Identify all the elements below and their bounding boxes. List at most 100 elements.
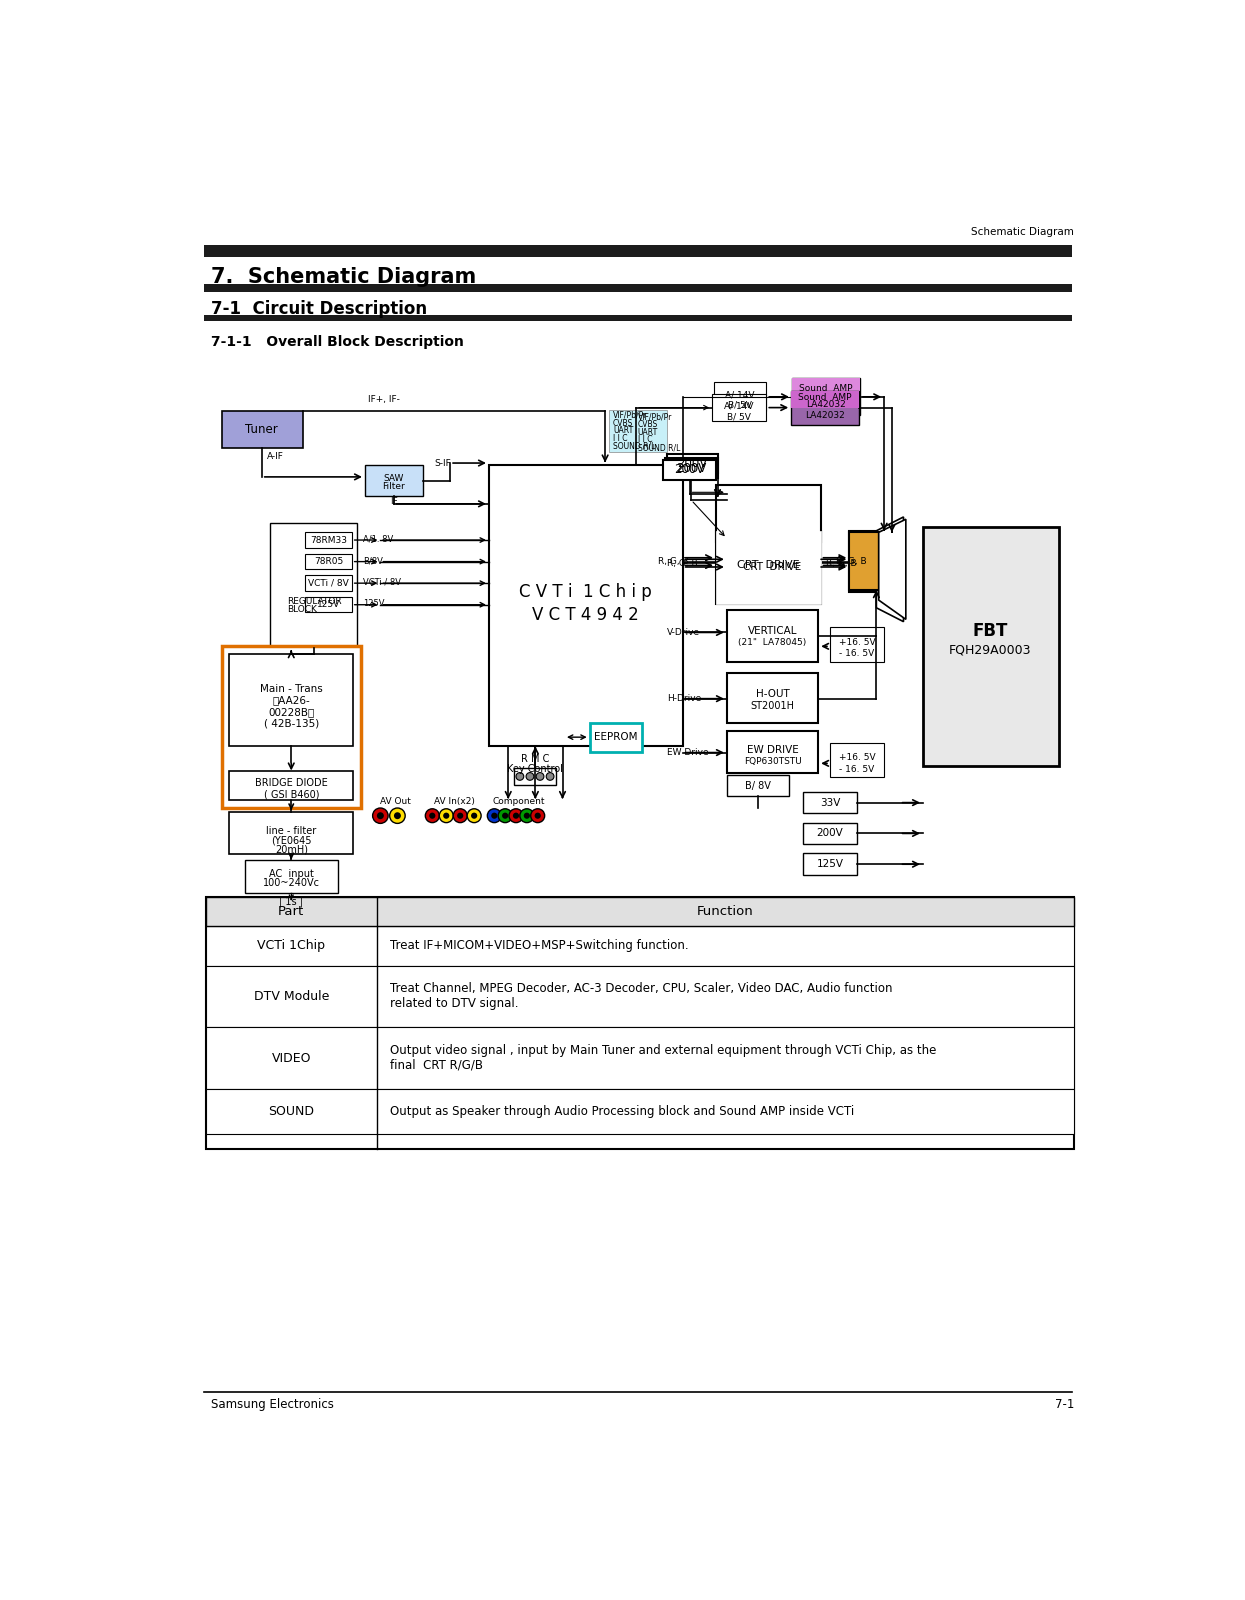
- Text: Sound  AMP: Sound AMP: [798, 394, 852, 402]
- Bar: [792, 378, 860, 416]
- Circle shape: [393, 813, 401, 819]
- Text: VIF/Pb/Pr: VIF/Pb/Pr: [637, 413, 672, 421]
- Bar: [205, 926, 1074, 966]
- Text: | 1s |: | 1s |: [279, 896, 304, 907]
- Text: 00228B）: 00228B）: [268, 707, 315, 717]
- Text: IF+, IF-: IF+, IF-: [369, 395, 400, 405]
- Bar: [667, 454, 717, 474]
- Text: 7.  Schematic Diagram: 7. Schematic Diagram: [212, 267, 477, 286]
- Text: VIDEO: VIDEO: [271, 1051, 311, 1064]
- Bar: [665, 459, 717, 478]
- Text: V C T 4 9 4 2: V C T 4 9 4 2: [533, 606, 639, 624]
- Bar: [514, 768, 557, 786]
- Text: REGULATOR: REGULATOR: [288, 597, 342, 606]
- Text: CRT  DRIVE: CRT DRIVE: [737, 560, 799, 571]
- Text: R, G, B: R, G, B: [657, 557, 688, 566]
- Circle shape: [502, 813, 508, 819]
- Text: VCTi / 8V: VCTi / 8V: [364, 578, 401, 587]
- Text: Schematic Diagram: Schematic Diagram: [971, 227, 1074, 237]
- Polygon shape: [879, 520, 906, 619]
- Text: UART: UART: [637, 427, 657, 437]
- Text: Part: Part: [278, 904, 304, 918]
- Bar: [849, 531, 876, 592]
- Text: 78RM33: 78RM33: [310, 536, 347, 544]
- Text: B/ 8V: B/ 8V: [745, 781, 771, 790]
- Text: VCTi / 8V: VCTi / 8V: [308, 579, 349, 587]
- Bar: [204, 285, 1072, 293]
- Text: LA42032: LA42032: [806, 400, 845, 410]
- Text: Function: Function: [697, 904, 753, 918]
- Bar: [713, 382, 767, 411]
- Text: B/8V: B/8V: [364, 557, 383, 565]
- Text: 33V: 33V: [819, 798, 840, 808]
- Text: AV In(x2): AV In(x2): [433, 797, 474, 806]
- Text: BRIDGE DIODE: BRIDGE DIODE: [255, 778, 327, 789]
- Text: +16. 5V: +16. 5V: [839, 754, 875, 763]
- Circle shape: [453, 808, 467, 822]
- Text: S-IF: S-IF: [435, 459, 452, 467]
- Text: AV Out: AV Out: [381, 797, 411, 806]
- Text: ( 42B-135): ( 42B-135): [264, 718, 319, 728]
- Text: LA42032: LA42032: [806, 411, 845, 419]
- Bar: [664, 459, 716, 480]
- Text: UART: UART: [613, 426, 634, 435]
- Circle shape: [534, 813, 540, 819]
- Text: 125V: 125V: [817, 859, 843, 869]
- Text: R, G, B: R, G, B: [667, 558, 697, 568]
- Text: 200V: 200V: [675, 464, 705, 477]
- Text: ST2001H: ST2001H: [751, 701, 794, 710]
- Text: Samsung Electronics: Samsung Electronics: [212, 1398, 335, 1411]
- Bar: [305, 576, 351, 590]
- Text: FBT: FBT: [972, 622, 1008, 640]
- Circle shape: [457, 813, 463, 819]
- Bar: [204, 245, 1072, 258]
- Bar: [716, 531, 820, 603]
- Circle shape: [487, 808, 502, 822]
- Bar: [305, 533, 351, 547]
- Text: CVBS: CVBS: [613, 419, 634, 427]
- Text: B/ 5V: B/ 5V: [727, 413, 751, 421]
- Text: related to DTV signal.: related to DTV signal.: [391, 997, 519, 1010]
- Text: Main - Trans: Main - Trans: [260, 683, 322, 694]
- Bar: [803, 822, 857, 845]
- Circle shape: [492, 813, 498, 819]
- Text: 7-1: 7-1: [1055, 1398, 1074, 1411]
- Text: B/ 5V: B/ 5V: [728, 400, 752, 410]
- Text: AC  input: AC input: [269, 869, 314, 880]
- Bar: [205, 896, 1074, 926]
- Circle shape: [377, 813, 383, 819]
- Circle shape: [467, 808, 481, 822]
- Circle shape: [524, 813, 530, 819]
- Text: I I C: I I C: [637, 435, 652, 445]
- Text: Component: Component: [492, 797, 544, 806]
- Text: （AA26-: （AA26-: [273, 694, 310, 706]
- Text: 200V: 200V: [817, 829, 843, 838]
- Text: (YE0645: (YE0645: [271, 835, 311, 845]
- Text: 100~240Vc: 100~240Vc: [263, 878, 320, 888]
- Text: R, G, B: R, G, B: [837, 557, 867, 566]
- Text: Treat IF+MICOM+VIDEO+MSP+Switching function.: Treat IF+MICOM+VIDEO+MSP+Switching funct…: [391, 939, 688, 952]
- Text: Key Control: Key Control: [508, 763, 563, 774]
- Bar: [830, 742, 884, 778]
- Text: CVBS: CVBS: [637, 421, 657, 429]
- Text: (21"  LA78045): (21" LA78045): [738, 638, 807, 646]
- Text: I I C: I I C: [613, 434, 627, 443]
- Bar: [849, 533, 879, 590]
- Text: 200V: 200V: [677, 458, 707, 470]
- Bar: [229, 811, 354, 854]
- Bar: [222, 411, 303, 448]
- Bar: [229, 654, 354, 746]
- Text: FQH29A0003: FQH29A0003: [949, 643, 1032, 656]
- Text: SOUND R/L: SOUND R/L: [637, 443, 680, 453]
- Text: VIF/Pb/Pr: VIF/Pb/Pr: [613, 411, 647, 419]
- Circle shape: [509, 808, 523, 822]
- Polygon shape: [876, 517, 904, 622]
- Text: SOUND R/L: SOUND R/L: [613, 442, 655, 451]
- Text: Filter: Filter: [382, 482, 405, 491]
- Text: H-OUT: H-OUT: [756, 690, 789, 699]
- Text: VCTi 1Chip: VCTi 1Chip: [258, 939, 325, 952]
- Text: Tuner: Tuner: [245, 422, 278, 435]
- Bar: [792, 378, 860, 397]
- Bar: [305, 597, 351, 613]
- Bar: [609, 410, 667, 453]
